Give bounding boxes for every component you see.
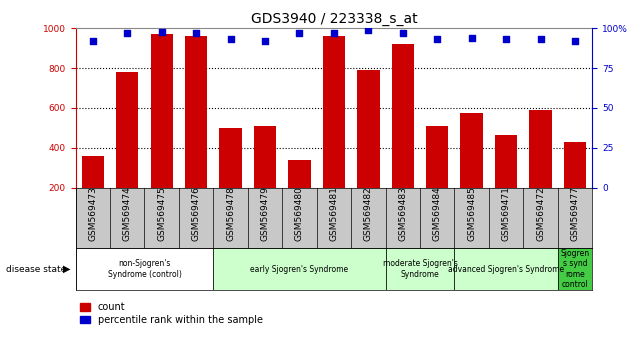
Point bbox=[364, 27, 374, 33]
Text: ▶: ▶ bbox=[63, 264, 71, 274]
Bar bbox=[254, 126, 276, 188]
Point bbox=[501, 37, 511, 42]
Text: disease state: disease state bbox=[6, 264, 67, 274]
Text: Sjogren
s synd
rome
control: Sjogren s synd rome control bbox=[561, 249, 590, 289]
Point bbox=[432, 37, 442, 42]
Bar bbox=[219, 128, 242, 188]
Bar bbox=[392, 44, 414, 188]
Text: non-Sjogren's
Syndrome (control): non-Sjogren's Syndrome (control) bbox=[108, 259, 181, 279]
Point bbox=[398, 30, 408, 36]
Bar bbox=[529, 110, 552, 188]
Legend: count, percentile rank within the sample: count, percentile rank within the sample bbox=[81, 302, 263, 325]
Bar bbox=[151, 34, 173, 188]
Bar bbox=[323, 36, 345, 188]
Bar bbox=[289, 160, 311, 188]
Bar bbox=[558, 248, 592, 290]
Text: advanced Sjogren's Syndrome: advanced Sjogren's Syndrome bbox=[448, 264, 564, 274]
Point bbox=[467, 35, 477, 41]
Bar bbox=[214, 248, 386, 290]
Bar bbox=[386, 248, 454, 290]
Point bbox=[191, 30, 201, 36]
Bar bbox=[82, 156, 104, 188]
Point bbox=[294, 30, 304, 36]
Text: early Sjogren's Syndrome: early Sjogren's Syndrome bbox=[250, 264, 348, 274]
Bar bbox=[76, 248, 214, 290]
Point bbox=[536, 37, 546, 42]
Bar bbox=[426, 126, 449, 188]
Bar bbox=[357, 70, 379, 188]
Point bbox=[226, 37, 236, 42]
Bar bbox=[495, 135, 517, 188]
Point bbox=[329, 30, 339, 36]
Bar bbox=[116, 72, 139, 188]
Point bbox=[122, 30, 132, 36]
Point bbox=[260, 38, 270, 44]
Title: GDS3940 / 223338_s_at: GDS3940 / 223338_s_at bbox=[251, 12, 417, 26]
Point bbox=[157, 29, 167, 34]
Point bbox=[570, 38, 580, 44]
Bar bbox=[564, 142, 586, 188]
Bar bbox=[461, 113, 483, 188]
Bar bbox=[454, 248, 558, 290]
Point bbox=[88, 38, 98, 44]
Text: moderate Sjogren's
Syndrome: moderate Sjogren's Syndrome bbox=[382, 259, 457, 279]
Bar bbox=[185, 36, 207, 188]
